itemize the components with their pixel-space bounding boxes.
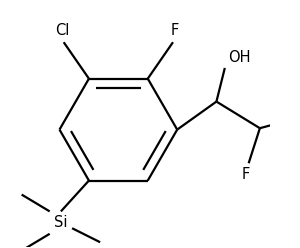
Text: F: F bbox=[170, 23, 178, 38]
Text: OH: OH bbox=[228, 50, 250, 65]
Text: F: F bbox=[242, 167, 250, 183]
Text: Cl: Cl bbox=[55, 23, 70, 38]
Text: Si: Si bbox=[54, 215, 68, 230]
